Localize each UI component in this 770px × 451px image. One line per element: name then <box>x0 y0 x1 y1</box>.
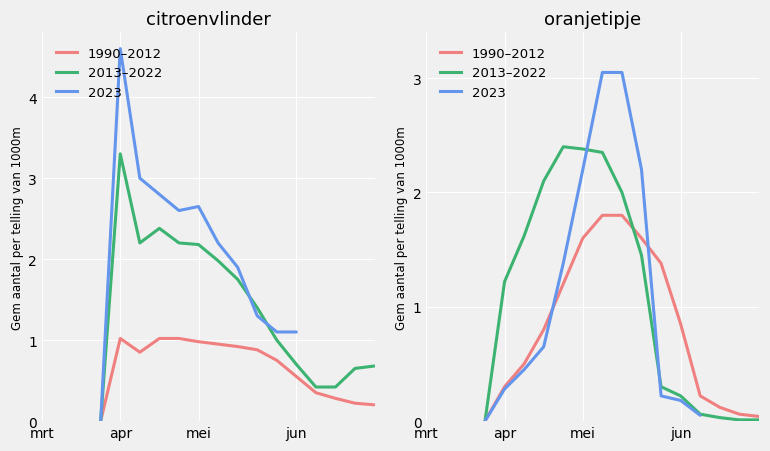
Y-axis label: Gem aantal per telling van 1000m: Gem aantal per telling van 1000m <box>11 125 24 329</box>
Title: oranjetipje: oranjetipje <box>544 11 641 29</box>
Legend: 1990–2012, 2013–2022, 2023: 1990–2012, 2013–2022, 2023 <box>52 44 166 104</box>
Legend: 1990–2012, 2013–2022, 2023: 1990–2012, 2013–2022, 2023 <box>437 44 551 104</box>
Title: citroenvlinder: citroenvlinder <box>146 11 271 29</box>
Y-axis label: Gem aantal per telling van 1000m: Gem aantal per telling van 1000m <box>396 125 408 329</box>
